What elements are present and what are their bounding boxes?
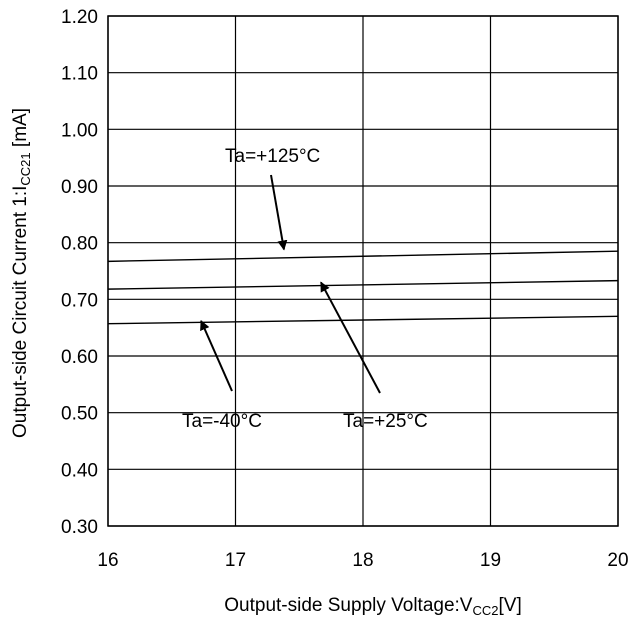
y-tick-labels: 0.30 0.40 0.50 0.60 0.70 0.80 0.90 1.00 1.10 1.20 [61, 7, 98, 538]
annotation-label: Ta=-40°C [182, 411, 262, 432]
y-tick-label: 0.60 [61, 347, 98, 368]
x-axis-title: Output-side Supply Voltage:VCC2[V] [224, 595, 521, 617]
annotation-arrow [270, 174, 288, 251]
x-tick-label: 16 [97, 550, 118, 571]
x-tick-label: 17 [225, 550, 246, 571]
annotation-label: Ta=+25°C [343, 411, 428, 432]
y-tick-label: 1.10 [61, 64, 98, 85]
y-tick-label: 1.20 [61, 7, 98, 28]
y-tick-label: 0.30 [61, 517, 98, 538]
annotations: Ta=+125°C Ta=+25°C Ta=-40°C [182, 146, 428, 432]
series-line [107, 250, 619, 263]
series-line [107, 315, 619, 325]
y-tick-label: 1.00 [61, 120, 98, 141]
plot-area-frame [107, 15, 619, 527]
annotation-arrow [200, 319, 233, 392]
x-tick-label: 18 [352, 550, 373, 571]
series-line [107, 279, 619, 290]
annotation-arrow [320, 281, 381, 394]
x-tick-labels: 16 17 18 19 20 [97, 550, 628, 571]
y-axis-title: Output-side Circuit Current 1:ICC21 [mA] [10, 108, 33, 438]
gridlines [107, 15, 619, 527]
x-tick-label: 19 [480, 550, 501, 571]
y-tick-label: 0.80 [61, 234, 98, 255]
x-tick-label: 20 [607, 550, 628, 571]
series-lines [107, 250, 619, 325]
annotation-label: Ta=+125°C [225, 146, 320, 167]
y-tick-label: 0.50 [61, 404, 98, 425]
y-tick-label: 0.40 [61, 460, 98, 481]
y-tick-label: 0.90 [61, 177, 98, 198]
y-tick-label: 0.70 [61, 290, 98, 311]
